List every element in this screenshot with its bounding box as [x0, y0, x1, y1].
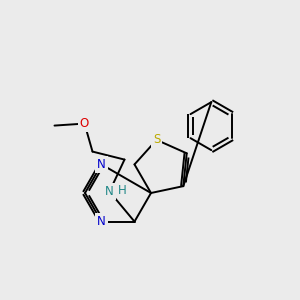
Text: N: N [105, 185, 114, 198]
Text: O: O [80, 117, 89, 130]
Text: N: N [97, 158, 106, 171]
Text: S: S [153, 134, 160, 146]
Text: N: N [97, 215, 106, 228]
Text: H: H [118, 184, 126, 197]
